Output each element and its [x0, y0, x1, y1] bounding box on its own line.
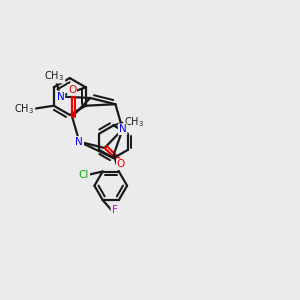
Text: Cl: Cl [79, 169, 89, 179]
Text: N: N [119, 124, 127, 134]
Text: F: F [112, 205, 117, 215]
Text: O: O [68, 85, 76, 95]
Text: N: N [57, 92, 64, 101]
Text: N: N [76, 137, 83, 147]
Text: O: O [117, 159, 125, 169]
Text: CH$_3$: CH$_3$ [124, 116, 144, 129]
Text: CH$_3$: CH$_3$ [44, 69, 64, 82]
Text: CH$_3$: CH$_3$ [14, 102, 34, 116]
